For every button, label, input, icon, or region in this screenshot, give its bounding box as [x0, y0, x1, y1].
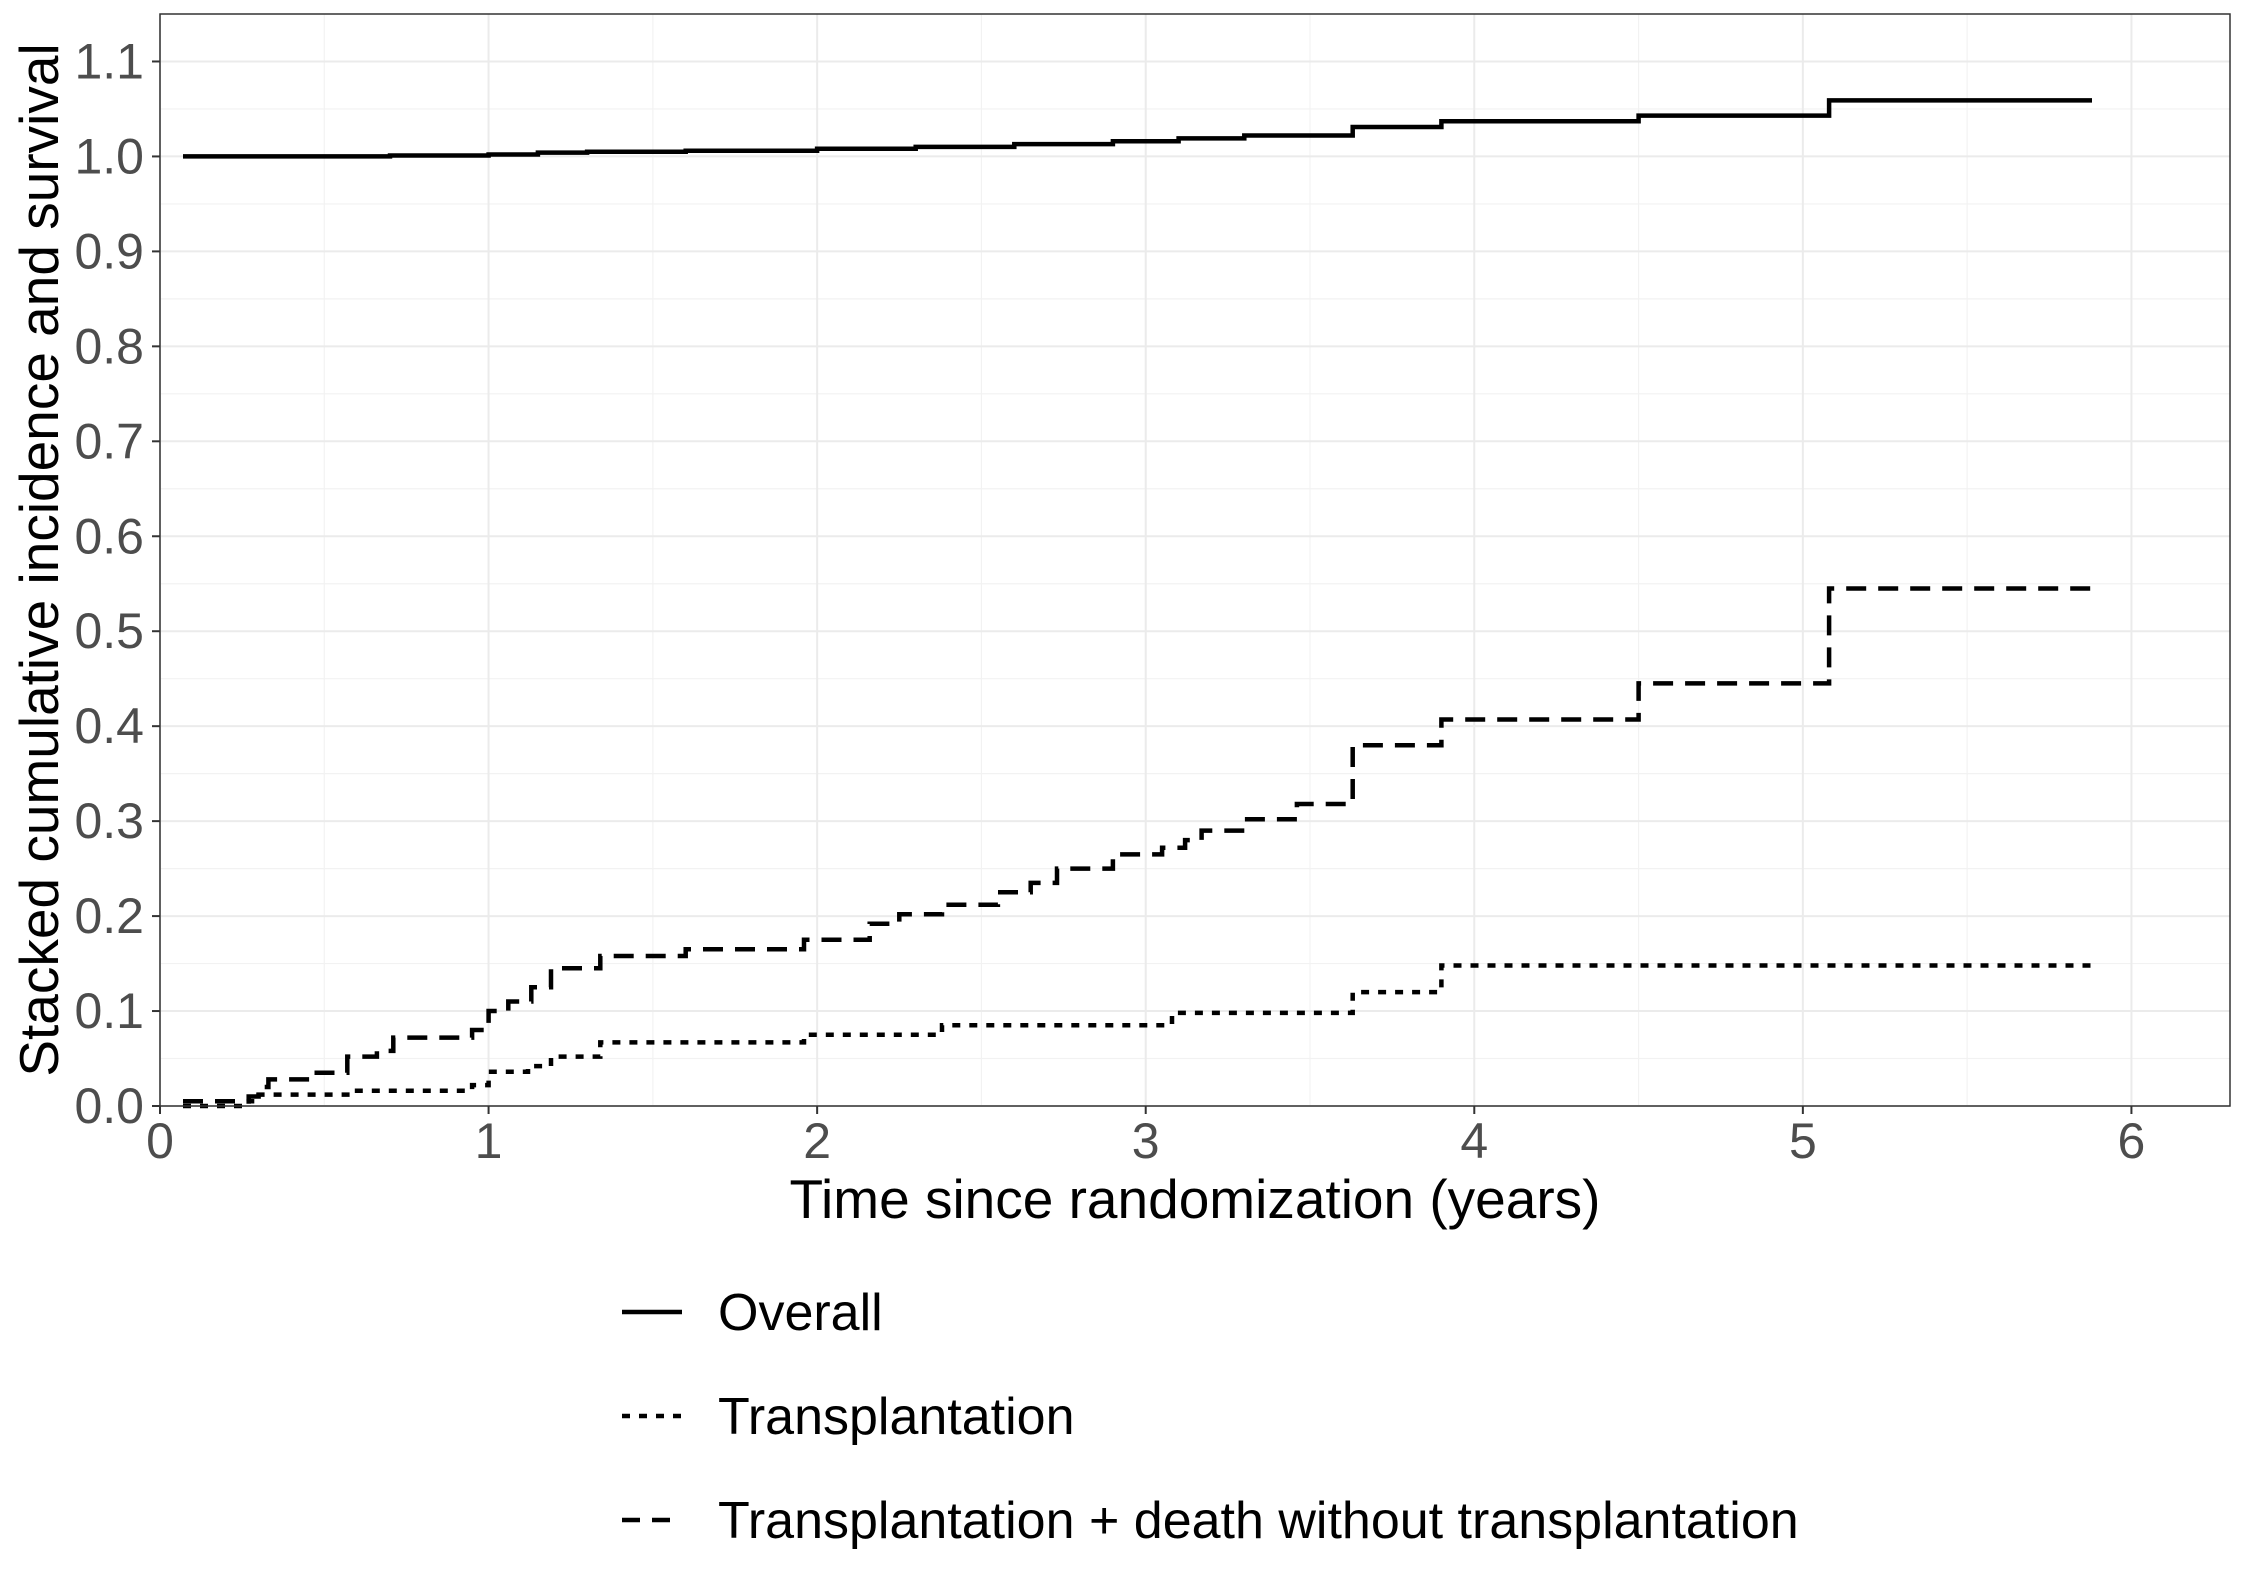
y-axis-title: Stacked cumulative incidence and surviva…: [8, 43, 70, 1076]
y-tick-label: 1.0: [74, 128, 144, 184]
y-tick-label: 1.1: [74, 33, 144, 89]
y-tick-label: 0.8: [74, 318, 144, 374]
legend: Overall Transplantation Transplantation + …: [622, 1284, 1799, 1550]
x-tick-label: 2: [803, 1113, 831, 1169]
x-tick-label: 4: [1460, 1113, 1488, 1169]
y-tick-label: 0.7: [74, 413, 144, 469]
y-tick-label: 0.0: [74, 1078, 144, 1134]
y-tick-label: 0.6: [74, 508, 144, 564]
x-tick-label: 5: [1789, 1113, 1817, 1169]
y-tick-label: 0.4: [74, 698, 144, 754]
x-axis-ticks: 0 1 2 3 4 5 6: [146, 1106, 2145, 1169]
y-tick-label: 0.2: [74, 888, 144, 944]
series-line-overall: [183, 98, 2092, 159]
x-axis-title: Time since randomization (years): [789, 1168, 1600, 1230]
plot-panel-background: [160, 14, 2230, 1106]
major-grid: [159, 14, 2230, 1107]
series-layer: [183, 98, 2092, 1109]
plot-panel-border: [159, 13, 2231, 1107]
legend-label-overall: Overall: [718, 1284, 883, 1342]
x-tick-label: 0: [146, 1113, 174, 1169]
legend-label-transplantation-death-without-transplantation: Transplantation + death without transpla…: [718, 1492, 1799, 1550]
y-axis-ticks: 0.0 0.1 0.2 0.3 0.4 0.5 0.6 0.7 0.8 0.9 1.0 1.1: [74, 33, 160, 1134]
y-tick-label: 0.5: [74, 603, 144, 659]
x-tick-label: 3: [1132, 1113, 1160, 1169]
y-tick-label: 0.3: [74, 793, 144, 849]
y-tick-label: 0.9: [74, 223, 144, 279]
y-tick-label: 0.1: [74, 983, 144, 1039]
x-tick-label: 6: [2118, 1113, 2146, 1169]
x-tick-label: 1: [475, 1113, 503, 1169]
legend-label-transplantation: Transplantation: [718, 1388, 1075, 1446]
